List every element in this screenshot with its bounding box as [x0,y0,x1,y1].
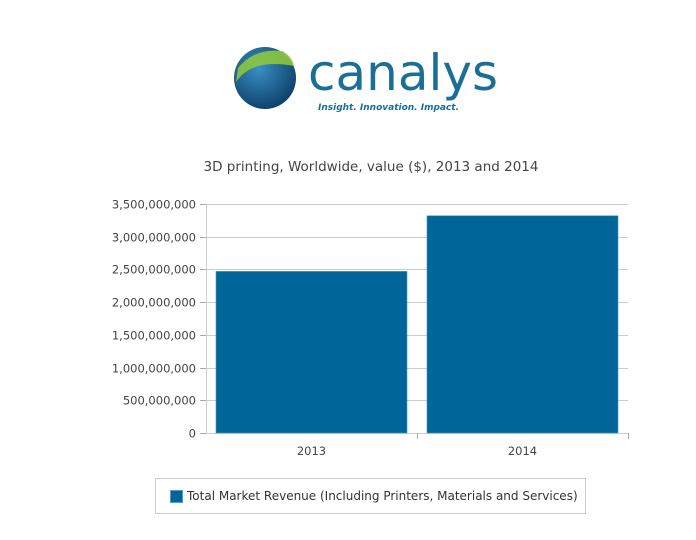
svg-text:canalys: canalys [308,44,498,102]
x-tick-label: 2014 [508,444,537,458]
y-tick-label: 2,000,000,000 [112,296,196,310]
legend[interactable]: Total Market Revenue (Including Printers… [155,478,586,514]
svg-text:Insight. Innovation. Impact.: Insight. Innovation. Impact. [318,103,459,113]
y-tick-label: 2,500,000,000 [112,263,196,277]
y-tick-label: 3,000,000,000 [112,231,196,245]
legend-label: Total Market Revenue (Including Printers… [187,489,578,503]
x-tick-label: 2013 [297,444,326,458]
y-tick-label: 500,000,000 [123,394,196,408]
bar-2013 [215,271,408,434]
bar-2014 [426,215,619,434]
y-tick-label: 1,000,000,000 [112,362,196,376]
chart-title: 3D printing, Worldwide, value ($), 2013 … [204,159,539,175]
y-tick-label: 1,500,000,000 [112,329,196,343]
legend-swatch [170,489,183,503]
y-tick-label: 3,500,000,000 [112,198,196,212]
y-tick-label: 0 [189,427,196,441]
canalys-logo: canalys Insight. Innovation. Impact. [234,44,498,113]
bar-chart: 3D printing, Worldwide, value ($), 2013 … [112,159,629,458]
